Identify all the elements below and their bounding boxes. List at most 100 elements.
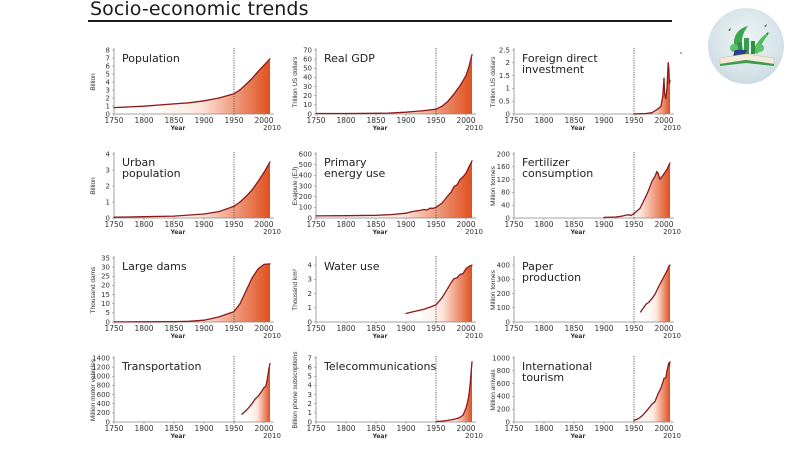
x-axis-title: Year xyxy=(372,433,388,440)
logo-tree xyxy=(756,44,764,52)
x-tick-label: 2000 xyxy=(654,220,673,229)
data-point xyxy=(426,209,428,211)
data-point xyxy=(645,195,647,197)
x-tick-label: 1800 xyxy=(134,424,153,433)
book-green-city-logo-icon xyxy=(708,8,784,84)
data-point xyxy=(269,58,271,60)
data-point xyxy=(657,393,659,395)
data-point xyxy=(411,211,413,213)
data-point xyxy=(173,321,175,323)
data-point xyxy=(666,270,668,272)
data-point xyxy=(375,214,377,216)
data-point xyxy=(666,87,668,89)
series-line xyxy=(113,161,271,218)
y-tick-label: 0 xyxy=(308,110,312,118)
data-point xyxy=(669,162,671,164)
data-point xyxy=(268,368,270,370)
area-fill xyxy=(241,363,270,422)
y-tick-label: 100 xyxy=(497,304,510,312)
data-point xyxy=(453,418,455,420)
data-point xyxy=(667,62,669,64)
x-tick-label-2010: 2010 xyxy=(263,332,281,340)
data-point xyxy=(441,297,443,299)
area-fill xyxy=(114,162,270,218)
y-tick-label: 0.5 xyxy=(499,98,510,106)
x-tick-label: 2000 xyxy=(456,220,475,229)
panel-title: Population xyxy=(122,52,180,65)
x-tick-label: 1900 xyxy=(194,324,213,333)
data-point xyxy=(645,112,647,115)
data-point xyxy=(465,75,467,77)
panel-title: consumption xyxy=(522,167,593,180)
data-point xyxy=(447,100,449,102)
logo-leaf-left xyxy=(733,26,748,52)
y-tick-label: 500 xyxy=(299,161,312,169)
x-tick-label: 1950 xyxy=(624,324,643,333)
data-point xyxy=(470,375,472,377)
panel-title: Paper xyxy=(522,260,554,273)
data-point xyxy=(471,54,473,56)
data-point xyxy=(233,205,235,207)
data-point xyxy=(663,173,665,175)
data-point xyxy=(665,98,667,100)
x-tick-label: 1950 xyxy=(624,220,643,229)
data-point xyxy=(113,107,115,109)
data-point xyxy=(468,394,470,396)
x-axis-title: Year xyxy=(570,125,586,132)
x-tick-label: 1750 xyxy=(104,220,123,229)
data-point xyxy=(260,391,262,393)
data-point xyxy=(263,171,265,173)
data-point xyxy=(450,282,452,284)
area-fill xyxy=(604,163,670,218)
x-tick-label: 1750 xyxy=(306,324,325,333)
x-tick-label: 1800 xyxy=(336,324,355,333)
y-tick-label: 6 xyxy=(308,363,313,371)
data-point xyxy=(405,212,407,214)
data-point xyxy=(468,166,470,168)
data-point xyxy=(251,277,253,279)
y-axis-title: Million tonnes xyxy=(490,269,497,309)
data-point xyxy=(233,93,235,95)
data-point xyxy=(648,188,650,190)
y-tick-label: 400 xyxy=(97,400,110,408)
data-point xyxy=(465,407,467,409)
data-point xyxy=(203,213,205,215)
y-tick-label: 800 xyxy=(97,382,110,390)
y-tick-label: 5 xyxy=(106,309,110,317)
x-tick-label: 1900 xyxy=(194,220,213,229)
data-point xyxy=(633,212,635,215)
y-axis-title: Trillion US dollars xyxy=(490,56,497,107)
panel-title: Transportation xyxy=(121,360,201,373)
data-point xyxy=(411,311,413,313)
y-tick-label: 30 xyxy=(303,83,312,91)
x-tick-label: 1950 xyxy=(426,116,445,125)
x-tick-label: 1900 xyxy=(594,220,613,229)
logo-building xyxy=(751,41,755,54)
y-axis-title: Million arrivals xyxy=(490,369,497,411)
x-axis-title: Year xyxy=(372,125,388,132)
y-axis-title: Billion xyxy=(90,177,97,195)
y-tick-label: 25 xyxy=(101,273,110,281)
data-point xyxy=(468,65,470,68)
y-tick-label: 10 xyxy=(303,101,312,109)
x-tick-label-2010: 2010 xyxy=(663,332,681,340)
series-line xyxy=(633,361,671,422)
data-point xyxy=(405,312,407,315)
x-tick-label-2010: 2010 xyxy=(663,228,681,236)
x-tick-label: 1850 xyxy=(366,424,385,433)
data-point xyxy=(666,370,668,372)
y-tick-label: 15 xyxy=(101,291,110,299)
y-axis-title: Thousand km³ xyxy=(292,268,299,310)
data-point xyxy=(257,395,259,397)
data-point xyxy=(203,100,205,102)
x-tick-label: 1950 xyxy=(224,116,243,125)
y-tick-label: 5 xyxy=(106,70,110,78)
data-point xyxy=(269,263,271,265)
x-tick-label: 1750 xyxy=(306,424,325,433)
data-point xyxy=(251,403,253,405)
y-tick-label: 30 xyxy=(101,263,110,271)
y-tick-label: 2.5 xyxy=(499,46,510,54)
x-tick-label: 1950 xyxy=(426,220,445,229)
